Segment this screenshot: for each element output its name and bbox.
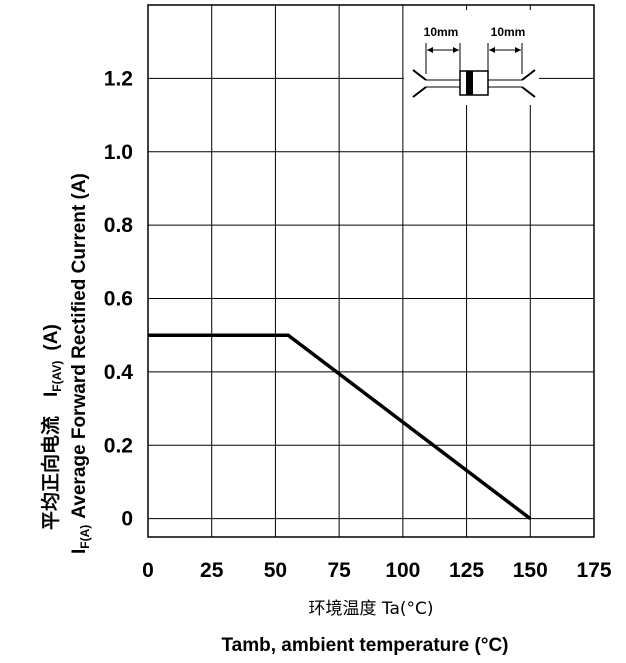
y-tick-label: 0.4 (104, 361, 134, 384)
series (148, 333, 532, 521)
y-tick-label: 1.0 (104, 141, 133, 164)
x-tick-label: 50 (264, 559, 287, 582)
inset-left-dimension: 10mm (424, 25, 459, 39)
y-tick-label: 0.2 (104, 434, 133, 457)
x-tick-label: 75 (327, 559, 351, 582)
y-axis-label-cn: 平均正向电流 (39, 416, 62, 530)
derating-curve (148, 333, 532, 521)
x-tick-label: 0 (142, 559, 154, 582)
y-axis-label: IF(A)Average Forward Rectified Current (… (69, 173, 92, 554)
plot-frame (147, 4, 595, 538)
inset-right-dimension: 10mm (491, 25, 526, 39)
x-axis-label-cn: 环境温度 Ta(°C) (308, 599, 433, 619)
y-tick-label: 0.8 (104, 214, 134, 237)
y-axis-label-group: IF(A)Average Forward Rectified Current (… (39, 173, 92, 554)
x-tick-label: 125 (449, 559, 484, 582)
y-tick-label: 0.6 (104, 288, 133, 311)
y-axis-symbol: IF(AV)(A) (41, 324, 64, 397)
x-tick-label: 25 (200, 559, 224, 582)
x-tick-label: 150 (513, 559, 548, 582)
x-tick-label: 175 (576, 559, 611, 582)
x-tick-labels: 0 25 50 75 100 125 150 175 (142, 559, 612, 582)
y-tick-label: 1.2 (104, 67, 133, 90)
x-axis-label: Tamb, ambient temperature (°C) (221, 635, 508, 656)
x-tick-label: 100 (385, 559, 420, 582)
diode-inset: 10mm 10mm (404, 10, 539, 105)
y-tick-label: 0 (121, 508, 133, 531)
y-tick-labels: 0 0.2 0.4 0.6 0.8 1.0 1.2 (104, 67, 134, 530)
